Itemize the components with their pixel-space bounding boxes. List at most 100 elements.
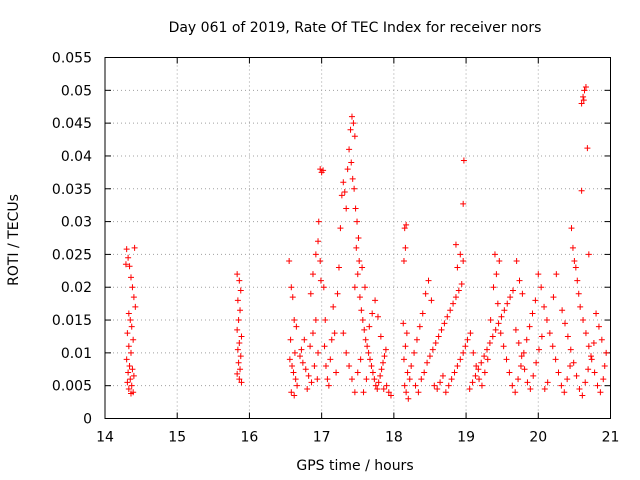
- y-tick-label: 0.02: [61, 280, 92, 296]
- data-point: [576, 385, 583, 392]
- data-point: [569, 244, 576, 251]
- data-point: [305, 372, 312, 379]
- data-point: [234, 370, 241, 377]
- data-point: [369, 310, 376, 317]
- data-point: [594, 382, 601, 389]
- data-point: [347, 126, 354, 133]
- data-point: [315, 349, 322, 356]
- data-point: [597, 389, 604, 396]
- data-point: [582, 84, 589, 91]
- data-point: [577, 303, 584, 310]
- data-point: [361, 326, 368, 333]
- data-point: [307, 290, 314, 297]
- data-point: [434, 385, 441, 392]
- data-point: [372, 297, 379, 304]
- data-point: [372, 382, 379, 389]
- data-point: [374, 385, 381, 392]
- data-point: [132, 303, 139, 310]
- data-point: [125, 369, 132, 376]
- data-point: [321, 343, 328, 350]
- data-point: [494, 300, 501, 307]
- data-point: [317, 166, 324, 173]
- data-point: [380, 359, 387, 366]
- data-point: [302, 366, 309, 373]
- data-point: [348, 159, 355, 166]
- y-axis-label: ROTI / TECUs: [6, 194, 22, 286]
- data-point: [311, 362, 318, 369]
- data-point: [327, 356, 334, 363]
- data-point: [590, 340, 597, 347]
- data-point: [431, 382, 438, 389]
- data-point: [344, 166, 351, 173]
- data-point: [520, 349, 527, 356]
- data-point: [571, 257, 578, 264]
- x-axis-label: GPS time / hours: [296, 458, 413, 474]
- data-point: [546, 330, 553, 337]
- data-point: [288, 284, 295, 291]
- data-point: [236, 340, 243, 347]
- data-points: [122, 84, 610, 402]
- data-point: [515, 340, 522, 347]
- x-tick-label: 17: [313, 430, 331, 446]
- data-point: [402, 244, 409, 251]
- data-point: [408, 362, 415, 369]
- data-point: [405, 395, 412, 402]
- data-point: [601, 362, 608, 369]
- data-point: [312, 317, 319, 324]
- data-point: [315, 238, 322, 245]
- data-point: [309, 271, 316, 278]
- data-point: [125, 343, 132, 350]
- data-point: [591, 369, 598, 376]
- data-point: [532, 297, 539, 304]
- data-point: [588, 353, 595, 360]
- data-point: [504, 300, 511, 307]
- y-tick-label: 0.015: [52, 313, 92, 329]
- data-point: [312, 251, 319, 258]
- data-point: [424, 359, 431, 366]
- data-point: [580, 97, 587, 104]
- data-point: [575, 290, 582, 297]
- data-point: [236, 376, 243, 383]
- data-point: [325, 382, 332, 389]
- data-point: [574, 277, 581, 284]
- data-point: [348, 113, 355, 120]
- data-point: [538, 333, 545, 340]
- data-point: [467, 330, 474, 337]
- data-point: [402, 343, 409, 350]
- data-point: [439, 372, 446, 379]
- data-point: [489, 333, 496, 340]
- data-point: [516, 277, 523, 284]
- data-point: [413, 336, 420, 343]
- x-tick-label: 20: [529, 430, 547, 446]
- data-point: [387, 392, 394, 399]
- data-point: [512, 326, 519, 333]
- data-point: [234, 271, 241, 278]
- data-point: [317, 277, 324, 284]
- data-point: [448, 376, 455, 383]
- data-point: [527, 385, 534, 392]
- data-point: [237, 307, 244, 314]
- data-point: [521, 366, 528, 373]
- data-point: [385, 389, 392, 396]
- data-point: [595, 323, 602, 330]
- data-point: [237, 366, 244, 373]
- data-point: [403, 389, 410, 396]
- data-point: [579, 392, 586, 399]
- data-point: [126, 263, 133, 270]
- data-point: [473, 362, 480, 369]
- data-point: [331, 330, 338, 337]
- data-point: [289, 294, 296, 301]
- data-point: [356, 294, 363, 301]
- data-point: [541, 303, 548, 310]
- data-point: [555, 369, 562, 376]
- data-point: [343, 205, 350, 212]
- data-point: [451, 369, 458, 376]
- data-point: [585, 251, 592, 258]
- data-point: [238, 333, 245, 340]
- data-point: [369, 369, 376, 376]
- data-point: [400, 320, 407, 327]
- data-point: [348, 376, 355, 383]
- data-point: [235, 359, 242, 366]
- data-point: [584, 145, 591, 152]
